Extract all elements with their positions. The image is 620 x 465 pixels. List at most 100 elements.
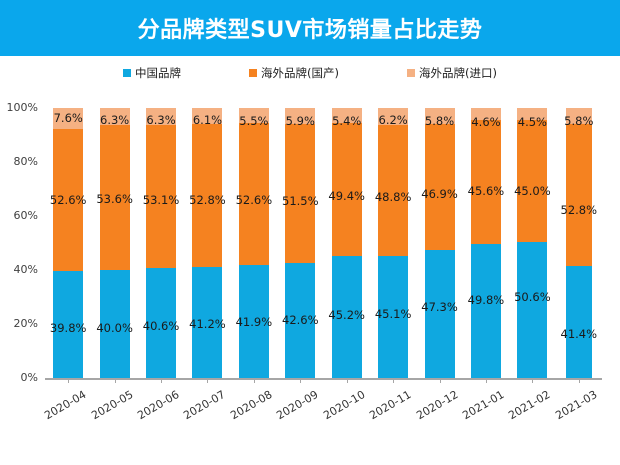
bar-segment-domestic-brand[interactable] [53,270,84,378]
bar-segment-overseas-import[interactable] [285,108,316,124]
bar-segment-domestic-brand[interactable] [192,266,223,378]
data-label-overseas-local: 53.1% [142,193,180,207]
page-title: 分品牌类型SUV市场销量占比走势 [137,18,483,43]
square-marker-icon [407,69,415,77]
x-axis-tick-label: 2020-10 [320,388,368,423]
bar-segment-overseas-import[interactable] [53,108,84,129]
bar-segment-overseas-import[interactable] [470,108,501,121]
bar-column[interactable] [378,108,409,378]
data-label-overseas-local: 45.0% [514,184,551,198]
data-label-domestic-brand: 40.0% [96,321,133,335]
data-label-domestic-brand: 50.6% [514,290,551,304]
legend-item-1[interactable]: 中国品牌 [123,65,181,81]
x-axis-tick-mark [161,378,163,383]
data-label-overseas-local: 45.6% [467,184,505,198]
bar-segment-overseas-import[interactable] [146,108,177,126]
bar-segment-overseas-local[interactable] [565,123,592,267]
bar-segment-overseas-local[interactable] [99,125,130,270]
data-label-overseas-import: 6.1% [192,113,223,127]
data-label-overseas-import: 4.5% [517,115,547,129]
data-label-domestic-brand: 49.8% [467,293,505,307]
bar-segment-overseas-local[interactable] [378,124,409,257]
data-label-overseas-import: 6.2% [378,113,408,127]
y-axis-tick-label: 40% [13,263,38,276]
bar-segment-domestic-brand[interactable] [331,255,362,378]
bar-segment-overseas-import[interactable] [378,108,409,125]
bar-segment-overseas-local[interactable] [517,120,548,242]
bar-segment-overseas-local[interactable] [331,122,362,256]
bar-segment-overseas-import[interactable] [517,108,548,121]
x-axis-tick-mark [439,378,441,383]
bar-segment-overseas-import[interactable] [99,108,130,126]
bar-segment-domestic-brand[interactable] [565,266,592,378]
data-label-overseas-local: 52.6% [49,193,87,207]
data-label-domestic-brand: 45.2% [328,308,365,322]
legend-item-label: 中国品牌 [135,66,182,80]
bar-column[interactable] [517,108,548,378]
chart-header: 分品牌类型SUV市场销量占比走势 [0,0,620,56]
bar-segment-overseas-import[interactable] [331,108,362,123]
bar-segment-domestic-brand[interactable] [470,243,501,378]
bar-column[interactable] [53,108,84,378]
legend-item-3[interactable]: 海外品牌(进口) [407,65,497,81]
data-label-overseas-import: 6.3% [146,113,176,127]
data-label-domestic-brand: 41.4% [560,327,598,341]
x-axis-tick-mark [68,378,70,383]
data-label-overseas-import: 7.6% [53,111,83,125]
x-axis-tick-label: 2020-09 [274,388,321,423]
data-label-overseas-local: 49.4% [328,189,365,203]
data-label-overseas-local: 52.8% [560,203,598,217]
bar-segment-domestic-brand[interactable] [517,241,548,378]
bar-segment-overseas-local[interactable] [146,125,177,269]
bar-column[interactable] [192,108,223,378]
x-axis-tick-mark [114,378,116,383]
x-axis-tick-label: 2020-07 [181,388,228,423]
x-axis-tick-mark [346,378,348,383]
data-label-overseas-local: 51.5% [282,194,319,208]
chart-legend: 中国品牌 海外品牌(国产) 海外品牌(进口) [0,63,620,83]
bar-segment-overseas-local[interactable] [285,123,316,263]
bar-column[interactable] [424,108,455,378]
x-axis-tick-label: 2020-05 [88,388,136,423]
x-axis-tick-mark [253,378,255,383]
bar-segment-domestic-brand[interactable] [424,250,455,378]
bar-column[interactable] [470,108,501,378]
bar-segment-domestic-brand[interactable] [238,264,269,378]
data-label-overseas-import: 5.8% [564,114,594,128]
bar-column[interactable] [285,108,316,378]
bar-segment-overseas-local[interactable] [424,123,455,251]
bar-column[interactable] [146,108,177,378]
bar-segment-overseas-import[interactable] [192,108,223,125]
legend-item-2[interactable]: 海外品牌(国产) [249,65,339,81]
bar-segment-overseas-local[interactable] [470,120,501,244]
bar-segment-domestic-brand[interactable] [285,262,316,378]
bar-column[interactable] [565,108,592,378]
x-axis-tick-label: 2020-12 [413,388,461,423]
bar-segment-domestic-brand[interactable] [146,268,177,378]
bar-column[interactable] [99,108,130,378]
x-axis-tick-mark [207,378,209,383]
y-axis-tick-label: 100% [6,101,38,114]
bar-segment-domestic-brand[interactable] [99,269,130,378]
x-axis-tick-label: 2020-04 [42,388,89,423]
bar-segment-overseas-local[interactable] [238,122,269,265]
data-label-domestic-brand: 41.2% [189,317,226,331]
data-label-domestic-brand: 40.6% [142,319,180,333]
data-label-domestic-brand: 47.3% [421,300,458,314]
y-axis-tick-label: 60% [13,209,38,222]
bar-segment-overseas-import[interactable] [565,108,592,124]
x-axis-tick-label: 2021-03 [552,388,600,423]
x-axis-tick-mark [485,378,487,383]
bar-column[interactable] [331,108,362,378]
bar-segment-overseas-import[interactable] [424,108,455,124]
bar-segment-domestic-brand[interactable] [378,256,409,378]
square-marker-icon [249,69,258,77]
x-axis-line [45,378,602,380]
bar-segment-overseas-import[interactable] [238,108,269,123]
bar-segment-overseas-local[interactable] [192,124,223,267]
bar-segment-overseas-local[interactable] [53,128,84,271]
bar-column[interactable] [238,108,269,378]
data-label-overseas-import: 5.8% [424,114,455,128]
plot-area: 39.8% 52.6% 7.6% 40.0% 53.6% 6.3% 40.6% 53.1% 6.… [45,108,600,378]
